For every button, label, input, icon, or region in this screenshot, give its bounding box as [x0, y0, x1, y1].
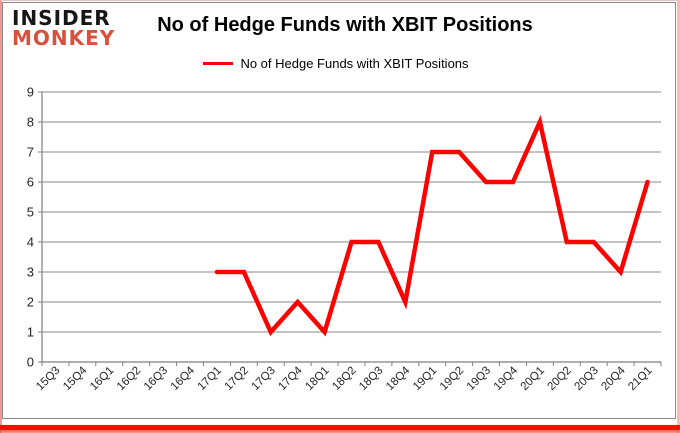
chart-title: No of Hedge Funds with XBIT Positions: [157, 14, 533, 36]
bottom-red-border: [0, 425, 680, 430]
x-axis-label: 21Q1: [626, 365, 654, 393]
legend-label: No of Hedge Funds with XBIT Positions: [240, 56, 469, 71]
insider-monkey-logo: INSIDER MONKEY: [12, 6, 116, 50]
x-axis-label: 16Q1: [88, 365, 116, 393]
y-axis-label: 2: [27, 295, 34, 310]
x-axis-label: 16Q2: [115, 365, 143, 393]
y-axis-label: 6: [27, 175, 34, 190]
x-axis-label: 15Q3: [34, 365, 62, 393]
x-axis-label: 20Q1: [519, 365, 547, 393]
x-axis-label: 19Q3: [465, 365, 493, 393]
x-axis-label: 16Q4: [169, 364, 198, 393]
legend: No of Hedge Funds with XBIT Positions: [0, 56, 672, 71]
x-axis-label: 20Q4: [599, 364, 628, 393]
x-axis-label: 19Q2: [438, 365, 466, 393]
y-axis-label: 0: [27, 355, 34, 370]
x-axis-label: 18Q1: [303, 365, 331, 393]
logo-line-monkey: MONKEY: [12, 25, 116, 50]
y-axis-label: 4: [27, 235, 34, 250]
x-axis-label: 18Q3: [357, 365, 385, 393]
legend-line-icon: [203, 62, 234, 65]
y-axis-label: 5: [27, 205, 34, 220]
y-axis-label: 8: [27, 115, 34, 130]
x-axis-label: 16Q3: [142, 365, 170, 393]
y-axis-label: 1: [27, 325, 34, 340]
x-axis-label: 17Q2: [223, 365, 251, 393]
logo-line-insider: INSIDER: [12, 6, 111, 30]
y-axis-label: 3: [27, 265, 34, 280]
x-axis-label: 20Q2: [546, 365, 574, 393]
x-axis-label: 19Q4: [492, 364, 521, 393]
x-axis-label: 17Q1: [196, 365, 224, 393]
x-axis-label: 19Q1: [411, 365, 439, 393]
y-axis-label: 7: [27, 145, 34, 160]
x-axis-label: 20Q3: [572, 365, 600, 393]
x-axis-label: 17Q4: [276, 364, 305, 393]
x-axis-label: 17Q3: [249, 365, 277, 393]
x-axis-label: 18Q2: [330, 365, 358, 393]
x-axis-label: 15Q4: [61, 364, 90, 393]
x-axis-label: 18Q4: [384, 364, 413, 393]
y-axis-label: 9: [27, 85, 34, 100]
chart-area-border: [2, 2, 676, 419]
data-line: [214, 114, 650, 337]
